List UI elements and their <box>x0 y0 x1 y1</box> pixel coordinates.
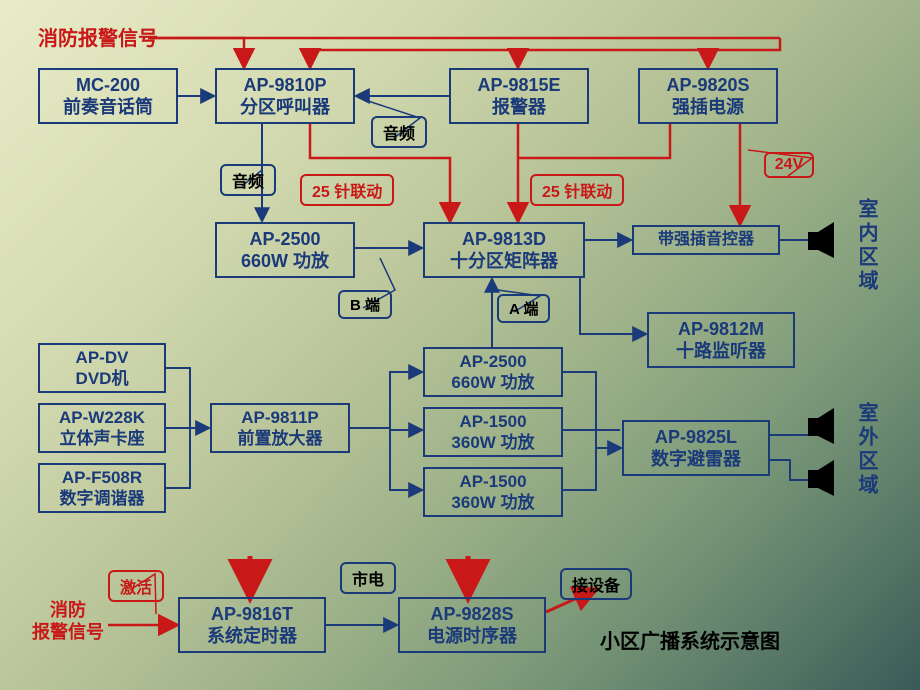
node-apf508r: AP-F508R数字调谐器 <box>38 463 166 513</box>
node-ap1500a: AP-1500360W 功放 <box>423 407 563 457</box>
node-ap1500b: AP-1500360W 功放 <box>423 467 563 517</box>
label-audio2: 音频 <box>220 164 276 196</box>
speaker-indoor <box>808 222 834 258</box>
label-bend: B 端 <box>338 290 392 319</box>
node-apdv: AP-DVDVD机 <box>38 343 166 393</box>
node-ap9825l: AP-9825L数字避雷器 <box>622 420 770 476</box>
label-24v: 24V <box>764 152 814 178</box>
node-ap9816t: AP-9816T系统定时器 <box>178 597 326 653</box>
area-indoor: 室内区域 <box>852 198 881 294</box>
diagram-title: 小区广播系统示意图 <box>600 625 780 654</box>
label-activate: 激活 <box>108 570 164 602</box>
speaker-outdoor-1 <box>808 408 834 444</box>
label-pin25b: 25 针联动 <box>530 174 624 206</box>
node-apw228k: AP-W228K立体声卡座 <box>38 403 166 453</box>
fire-signal-top: 消防报警信号 <box>38 22 158 51</box>
fire-signal-bottom: 消防 报警信号 <box>32 600 104 643</box>
node-volctrl: 带强插音控器 <box>632 225 780 255</box>
label-device: 接设备 <box>560 568 632 600</box>
area-outdoor: 室外区域 <box>852 402 881 498</box>
node-ap9820s: AP-9820S强插电源 <box>638 68 778 124</box>
label-pin25a: 25 针联动 <box>300 174 394 206</box>
node-ap2500b: AP-2500660W 功放 <box>423 347 563 397</box>
node-ap9813d: AP-9813D十分区矩阵器 <box>423 222 585 278</box>
node-ap9815e: AP-9815E报警器 <box>449 68 589 124</box>
node-ap9812m: AP-9812M十路监听器 <box>647 312 795 368</box>
node-ap2500a: AP-2500660W 功放 <box>215 222 355 278</box>
node-ap9811p: AP-9811P前置放大器 <box>210 403 350 453</box>
label-audio1: 音频 <box>371 116 427 148</box>
speaker-outdoor-2 <box>808 460 834 496</box>
node-ap9810p: AP-9810P分区呼叫器 <box>215 68 355 124</box>
label-aend: A 端 <box>497 294 550 323</box>
node-mc200: MC-200前奏音话筒 <box>38 68 178 124</box>
node-ap9828s: AP-9828S电源时序器 <box>398 597 546 653</box>
label-mains: 市电 <box>340 562 396 594</box>
